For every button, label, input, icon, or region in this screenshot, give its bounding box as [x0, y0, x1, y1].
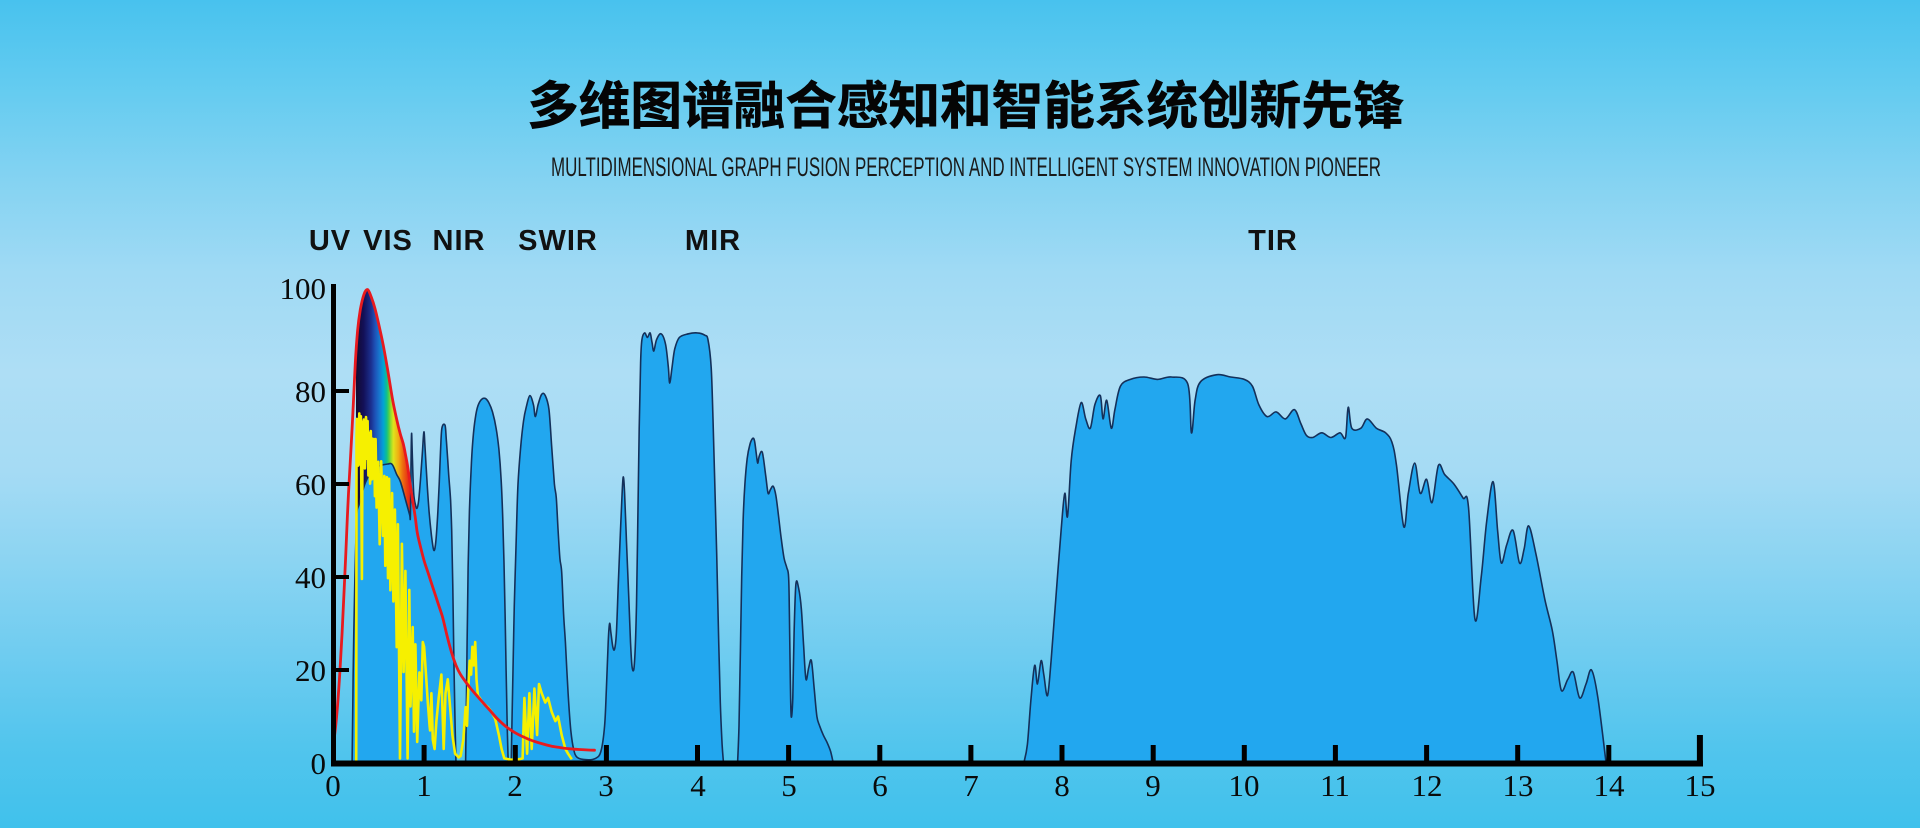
svg-text:10: 10	[1229, 768, 1260, 803]
svg-text:VIS: VIS	[363, 225, 413, 257]
svg-text:5: 5	[781, 768, 797, 803]
svg-text:80: 80	[295, 374, 326, 409]
svg-text:13: 13	[1503, 768, 1534, 803]
svg-text:0: 0	[311, 746, 327, 781]
svg-text:9: 9	[1145, 768, 1161, 803]
svg-text:SWIR: SWIR	[518, 225, 598, 257]
svg-text:100: 100	[280, 271, 327, 306]
svg-text:8: 8	[1054, 768, 1070, 803]
svg-text:6: 6	[872, 768, 888, 803]
svg-text:11: 11	[1320, 768, 1350, 803]
svg-text:TIR: TIR	[1248, 225, 1298, 257]
svg-text:12: 12	[1412, 768, 1443, 803]
svg-text:MULTIDIMENSIONAL GRAPH FUSION: MULTIDIMENSIONAL GRAPH FUSION PERCEPTION…	[551, 152, 1381, 182]
svg-text:40: 40	[295, 560, 326, 595]
svg-text:14: 14	[1594, 768, 1626, 803]
svg-text:UV: UV	[309, 225, 351, 257]
svg-text:0: 0	[325, 768, 341, 803]
svg-text:7: 7	[963, 768, 979, 803]
svg-text:MIR: MIR	[685, 225, 741, 257]
svg-text:1: 1	[416, 768, 432, 803]
svg-text:15: 15	[1685, 768, 1716, 803]
svg-text:3: 3	[598, 768, 614, 803]
svg-text:4: 4	[690, 768, 706, 803]
svg-text:60: 60	[295, 467, 326, 502]
svg-text:NIR: NIR	[433, 225, 486, 257]
svg-text:2: 2	[507, 768, 523, 803]
svg-text:20: 20	[295, 653, 326, 688]
